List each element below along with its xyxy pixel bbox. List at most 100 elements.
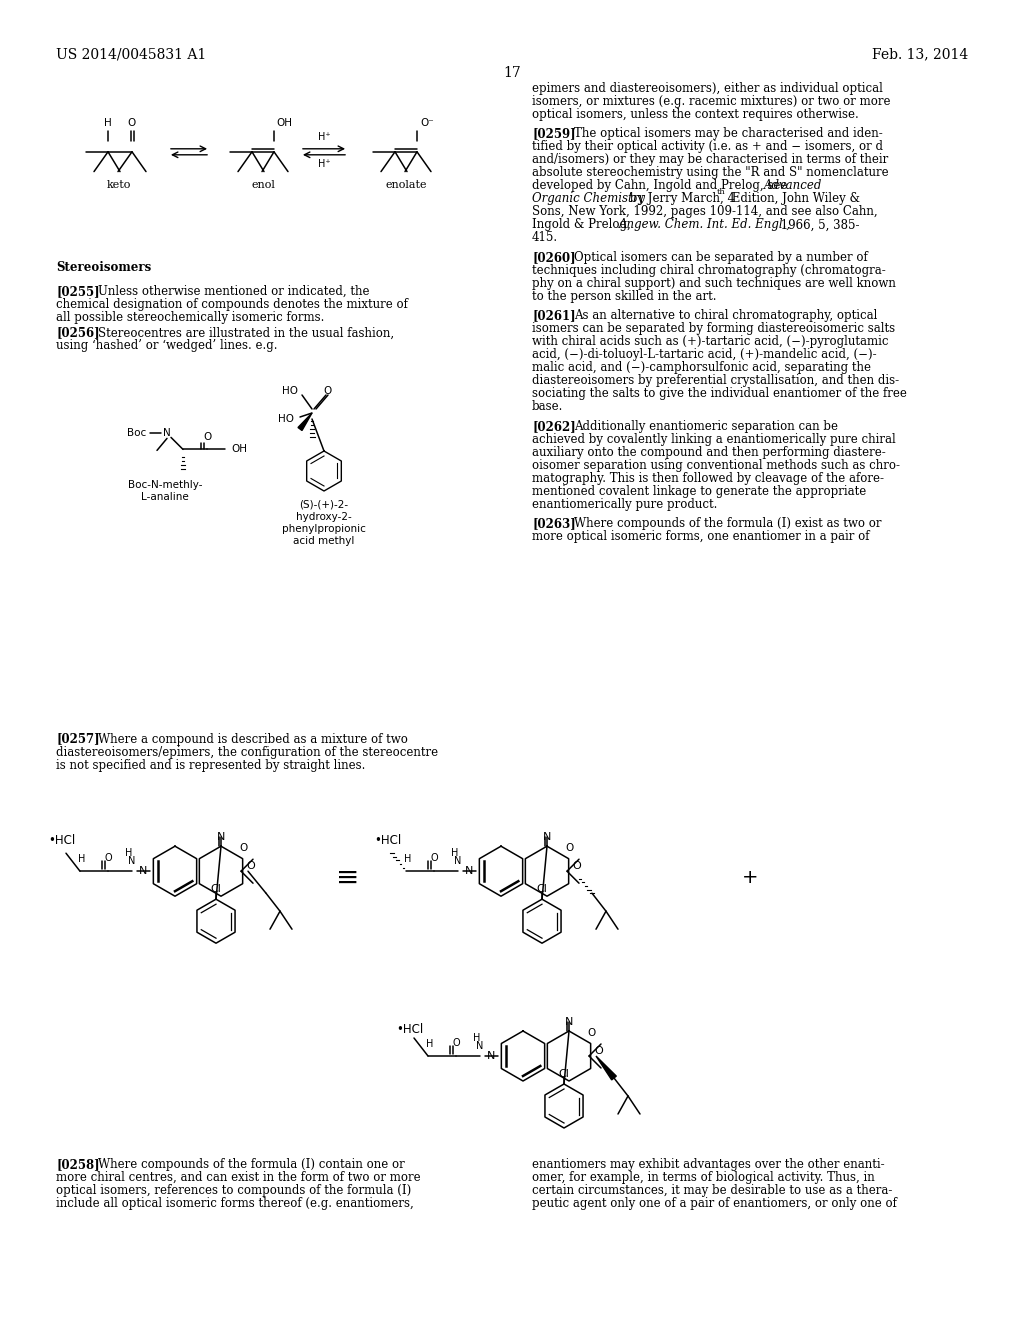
Text: [0255]: [0255]	[56, 285, 99, 298]
Text: Boc: Boc	[127, 429, 146, 438]
Text: developed by Cahn, Ingold and Prelog, see: developed by Cahn, Ingold and Prelog, se…	[532, 180, 792, 193]
Text: [0256]: [0256]	[56, 326, 99, 339]
Text: H: H	[125, 849, 133, 858]
Text: O: O	[430, 853, 438, 863]
Text: O: O	[324, 385, 332, 396]
Text: O: O	[104, 853, 112, 863]
Text: [0261]: [0261]	[532, 309, 575, 322]
Text: N: N	[455, 857, 462, 866]
Polygon shape	[298, 413, 312, 430]
Text: with chiral acids such as (+)-tartaric acid, (−)-pyroglutamic: with chiral acids such as (+)-tartaric a…	[532, 335, 889, 348]
Text: H: H	[473, 1034, 480, 1043]
Text: N: N	[486, 1051, 496, 1061]
Text: phenylpropionic: phenylpropionic	[282, 524, 366, 535]
Text: Advanced: Advanced	[764, 180, 822, 193]
Text: O: O	[453, 1038, 460, 1048]
Text: Feb. 13, 2014: Feb. 13, 2014	[871, 48, 968, 62]
Text: Additionally enantiomeric separation can be: Additionally enantiomeric separation can…	[574, 420, 838, 433]
Text: (S)-(+)-2-: (S)-(+)-2-	[299, 500, 348, 510]
Text: O: O	[239, 843, 247, 853]
Text: [0259]: [0259]	[532, 127, 575, 140]
Text: +: +	[741, 869, 758, 887]
Text: enolate: enolate	[385, 180, 427, 190]
Text: matography. This is then followed by cleavage of the afore-: matography. This is then followed by cle…	[532, 471, 884, 484]
Text: N: N	[476, 1041, 483, 1051]
Text: acid methyl: acid methyl	[293, 536, 354, 546]
Text: keto: keto	[106, 180, 131, 190]
Text: malic acid, and (−)-camphorsulfonic acid, separating the: malic acid, and (−)-camphorsulfonic acid…	[532, 362, 871, 375]
Text: H: H	[426, 1039, 434, 1049]
Text: base.: base.	[532, 400, 563, 413]
Text: O: O	[565, 843, 573, 853]
Text: O⁻: O⁻	[420, 117, 434, 128]
Text: Cl: Cl	[558, 1069, 569, 1078]
Text: H: H	[404, 854, 412, 865]
Text: [0257]: [0257]	[56, 733, 99, 746]
Text: to the person skilled in the art.: to the person skilled in the art.	[532, 290, 717, 302]
Text: OH: OH	[276, 117, 292, 128]
Text: Cl: Cl	[211, 884, 221, 894]
Text: Boc-N-methly-: Boc-N-methly-	[128, 480, 203, 491]
Text: sociating the salts to give the individual enantiomer of the free: sociating the salts to give the individu…	[532, 387, 907, 400]
Text: O: O	[247, 861, 255, 871]
Polygon shape	[596, 1056, 616, 1080]
Text: isomers can be separated by forming diastereoisomeric salts: isomers can be separated by forming dias…	[532, 322, 895, 335]
Text: ≡: ≡	[336, 863, 359, 892]
Text: certain circumstances, it may be desirable to use as a thera-: certain circumstances, it may be desirab…	[532, 1184, 892, 1197]
Text: N: N	[217, 832, 225, 842]
Text: The optical isomers may be characterised and iden-: The optical isomers may be characterised…	[574, 127, 883, 140]
Text: Sons, New York, 1992, pages 109-114, and see also Cahn,: Sons, New York, 1992, pages 109-114, and…	[532, 206, 878, 218]
Text: H⁺: H⁺	[317, 158, 331, 169]
Text: HO: HO	[278, 414, 294, 424]
Text: Stereoisomers: Stereoisomers	[56, 261, 152, 275]
Text: 415.: 415.	[532, 231, 558, 244]
Text: oisomer separation using conventional methods such as chro-: oisomer separation using conventional me…	[532, 459, 900, 471]
Text: 1966, 5, 385-: 1966, 5, 385-	[777, 218, 859, 231]
Text: is not specified and is represented by straight lines.: is not specified and is represented by s…	[56, 759, 366, 772]
Text: L-analine: L-analine	[141, 492, 188, 503]
Text: [0258]: [0258]	[56, 1158, 99, 1171]
Text: isomers, or mixtures (e.g. racemic mixtures) or two or more: isomers, or mixtures (e.g. racemic mixtu…	[532, 95, 891, 108]
Text: enol: enol	[251, 180, 274, 190]
Text: techniques including chiral chromatography (chromatogra-: techniques including chiral chromatograp…	[532, 264, 886, 277]
Text: Optical isomers can be separated by a number of: Optical isomers can be separated by a nu…	[574, 251, 867, 264]
Text: auxiliary onto the compound and then performing diastere-: auxiliary onto the compound and then per…	[532, 446, 886, 459]
Text: H⁺: H⁺	[317, 132, 331, 143]
Text: As an alternative to chiral chromatography, optical: As an alternative to chiral chromatograp…	[574, 309, 878, 322]
Text: Organic Chemistry: Organic Chemistry	[532, 193, 645, 206]
Text: enantiomers may exhibit advantages over the other enanti-: enantiomers may exhibit advantages over …	[532, 1158, 885, 1171]
Text: optical isomers, unless the context requires otherwise.: optical isomers, unless the context requ…	[532, 108, 859, 121]
Text: all possible stereochemically isomeric forms.: all possible stereochemically isomeric f…	[56, 310, 325, 323]
Text: Where a compound is described as a mixture of two: Where a compound is described as a mixtu…	[98, 733, 408, 746]
Text: by Jerry March, 4: by Jerry March, 4	[626, 193, 735, 206]
Text: N: N	[543, 832, 551, 842]
Text: peutic agent only one of a pair of enantiomers, or only one of: peutic agent only one of a pair of enant…	[532, 1197, 897, 1209]
Text: phy on a chiral support) and such techniques are well known: phy on a chiral support) and such techni…	[532, 277, 896, 290]
Text: 17: 17	[503, 66, 521, 81]
Text: [0260]: [0260]	[532, 251, 575, 264]
Text: N: N	[465, 866, 473, 876]
Text: and/isomers) or they may be characterised in terms of their: and/isomers) or they may be characterise…	[532, 153, 888, 166]
Text: optical isomers, references to compounds of the formula (I): optical isomers, references to compounds…	[56, 1184, 412, 1197]
Text: O: O	[128, 117, 136, 128]
Text: O: O	[203, 433, 211, 442]
Text: [0263]: [0263]	[532, 517, 575, 531]
Text: Unless otherwise mentioned or indicated, the: Unless otherwise mentioned or indicated,…	[98, 285, 370, 298]
Text: absolute stereochemistry using the "R and S" nomenclature: absolute stereochemistry using the "R an…	[532, 166, 889, 180]
Text: N: N	[565, 1016, 573, 1027]
Text: epimers and diastereoisomers), either as individual optical: epimers and diastereoisomers), either as…	[532, 82, 883, 95]
Text: mentioned covalent linkage to generate the appropriate: mentioned covalent linkage to generate t…	[532, 484, 866, 498]
Text: diastereoisomers by preferential crystallisation, and then dis-: diastereoisomers by preferential crystal…	[532, 375, 899, 387]
Text: US 2014/0045831 A1: US 2014/0045831 A1	[56, 48, 206, 62]
Text: •HCl: •HCl	[396, 1023, 424, 1036]
Text: more chiral centres, and can exist in the form of two or more: more chiral centres, and can exist in th…	[56, 1171, 421, 1184]
Text: N: N	[163, 429, 171, 438]
Text: Where compounds of the formula (I) exist as two or: Where compounds of the formula (I) exist…	[574, 517, 882, 531]
Text: •HCl: •HCl	[48, 834, 76, 847]
Text: O: O	[595, 1045, 603, 1056]
Text: N: N	[128, 857, 136, 866]
Text: using ‘hashed’ or ‘wedged’ lines. e.g.: using ‘hashed’ or ‘wedged’ lines. e.g.	[56, 339, 278, 352]
Text: O: O	[587, 1028, 595, 1038]
Text: enantiomerically pure product.: enantiomerically pure product.	[532, 498, 718, 511]
Text: OH: OH	[231, 445, 247, 454]
